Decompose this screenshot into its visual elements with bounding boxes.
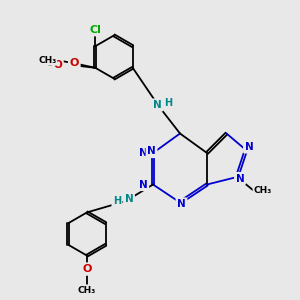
Text: H: H (113, 196, 121, 206)
Text: N: N (147, 146, 156, 157)
Text: O: O (70, 58, 79, 68)
Text: O: O (82, 264, 92, 274)
Text: N: N (244, 142, 253, 152)
Text: N: N (124, 194, 134, 205)
Text: H: H (164, 98, 172, 109)
Text: N: N (177, 199, 186, 209)
Text: O: O (53, 60, 62, 70)
Text: N: N (153, 100, 162, 110)
Text: CH₃: CH₃ (38, 56, 56, 65)
Text: CH₃: CH₃ (78, 286, 96, 295)
Text: CH₃: CH₃ (254, 186, 272, 195)
Text: Cl: Cl (89, 25, 101, 35)
Text: N: N (139, 179, 148, 190)
Text: N: N (236, 173, 244, 184)
Text: N: N (139, 148, 148, 158)
